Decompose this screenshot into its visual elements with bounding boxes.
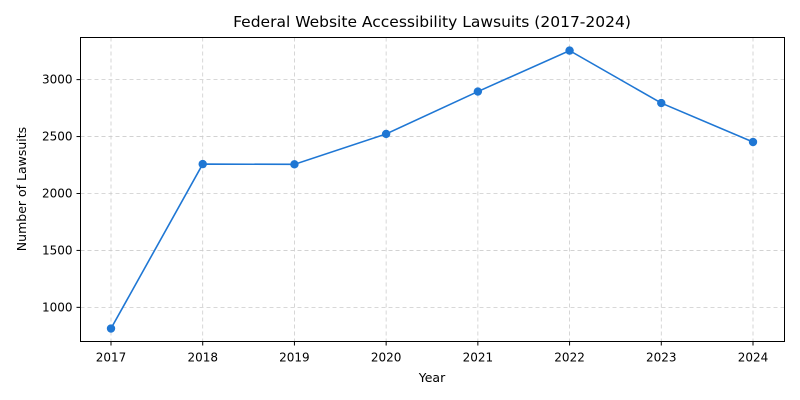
data-point bbox=[565, 46, 574, 55]
plot-frame bbox=[80, 37, 785, 342]
data-point bbox=[106, 324, 116, 333]
series-line bbox=[110, 49, 754, 329]
tick-layer: 2017 2018 2019 2020 2021 2022 2023 2024 1000 1500… bbox=[42, 73, 768, 365]
data-point bbox=[657, 98, 666, 108]
x-tick-label: 2017 bbox=[96, 351, 127, 365]
y-axis-label: Number of Lawsuits bbox=[14, 127, 29, 251]
data-point bbox=[198, 159, 207, 169]
x-tick-label: 2023 bbox=[646, 351, 677, 365]
data-point bbox=[748, 137, 758, 147]
data-point bbox=[381, 129, 391, 139]
data-point bbox=[473, 87, 483, 96]
y-tick-label: 1000 bbox=[42, 300, 73, 314]
x-tick-label: 2020 bbox=[371, 351, 402, 365]
y-tick-label: 2500 bbox=[42, 130, 73, 144]
x-tick-label: 2018 bbox=[187, 351, 218, 365]
x-axis-label: Year bbox=[418, 370, 446, 385]
y-tick-label: 3000 bbox=[42, 73, 73, 87]
x-tick-label: 2021 bbox=[463, 351, 494, 365]
y-tick-label: 2000 bbox=[42, 186, 73, 200]
grid-lines bbox=[80, 37, 785, 342]
x-tick-label: 2024 bbox=[738, 351, 769, 365]
x-tick-label: 2019 bbox=[279, 351, 310, 365]
data-point bbox=[290, 160, 299, 169]
axes bbox=[80, 37, 785, 342]
x-tick-label: 2022 bbox=[554, 351, 585, 365]
y-tick-label: 1500 bbox=[42, 243, 73, 257]
series-layer bbox=[106, 46, 758, 333]
chart-title: Federal Website Accessibility Lawsuits (… bbox=[233, 13, 631, 31]
